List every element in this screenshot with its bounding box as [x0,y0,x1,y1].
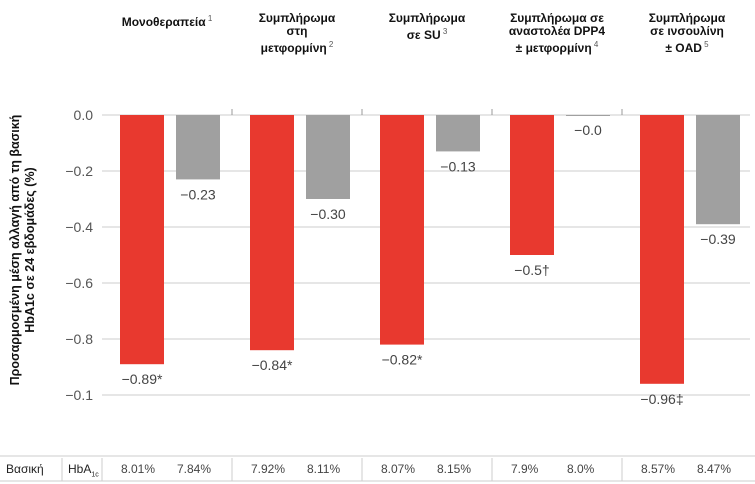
data-label: −0.84* [252,357,293,373]
baseline-metric-text: HbA [68,462,92,476]
group-header: Μονοθεραπεία 1 [104,12,230,29]
bar-red [380,115,424,345]
baseline-row: Βασική HbA1c 8.01% 7.84% 7.92% 8.11% 8.07% 8.… [0,458,755,482]
baseline-value: 8.0% [567,462,595,476]
baseline-metric-subscript: 1c [91,471,99,479]
baseline-value: 8.11% [307,462,341,476]
baseline-value: 8.07% [381,462,416,476]
data-label: −0.82* [382,352,423,368]
group-header: Συμπλήρωμα στη μετφορμίνη 2 [234,12,360,55]
bar-grey [306,115,350,199]
group-header-line: στη [286,24,308,38]
group-header-line: Μονοθεραπεία 1 [121,14,213,29]
data-label: −0.23 [180,186,216,202]
group-header-line: Συμπλήρωμα [648,11,726,25]
data-label: −0.13 [440,158,476,174]
baseline-value: 7.84% [177,462,212,476]
bar-red [250,115,294,351]
y-axis-title: Προσαρμοσμένη μέση αλλαγή από τη βασική … [8,90,38,410]
group-header-line: Συμπλήρωμα σε [510,11,604,25]
data-label: −0.39 [700,231,736,247]
data-label: −0.0 [574,122,602,138]
baseline-value: 7.92% [251,462,286,476]
data-label: −0.5† [514,262,549,278]
baseline-value: 7.9% [511,462,539,476]
group-header-footnote: 5 [701,40,709,49]
group-header-line: ± μετφορμίνη 4 [515,40,599,55]
baseline-metric: HbA1c [68,462,99,478]
group-header-footnote: 2 [326,40,334,49]
group-header-footnote: 3 [440,27,448,36]
group-header-footnote: 4 [591,40,599,49]
baseline-label: Βασική [6,462,44,476]
group-header-line: ± OAD 5 [665,40,709,55]
y-tick-label: −0.6 [65,275,93,291]
group-header-footnote: 1 [205,14,213,23]
group-header-line: αναστολέα DPP4 [508,24,606,38]
data-label: −0.30 [310,206,346,222]
y-tick-label: −0.4 [65,219,93,235]
y-tick-label: −0.1 [65,387,93,403]
baseline-value: 8.47% [697,462,732,476]
group-header: Συμπλήρωμα σε SU 3 [364,12,490,42]
baseline-value: 8.57% [641,462,676,476]
baseline-value: 8.01% [121,462,156,476]
y-axis-title-line-1: Προσαρμοσμένη μέση αλλαγή από τη βασική [8,114,22,386]
bar-grey [436,115,480,152]
group-header-line: Συμπλήρωμα [388,11,466,25]
y-tick-label: 0.0 [74,107,94,123]
y-axis-title-line-2: HbA1c σε 24 εβδομάδες (%) [23,167,37,333]
group-header-line: Συμπλήρωμα [258,11,336,25]
group-header: Συμπλήρωμα σε ινσουλίνη ± OAD 5 [624,12,750,55]
bar-grey [696,115,740,225]
y-tick-label: −0.2 [65,163,93,179]
baseline-value: 8.15% [437,462,472,476]
group-header-line: σε SU 3 [406,27,448,42]
group-header: Συμπλήρωμα σε αναστολέα DPP4 ± μετφορμίνη … [494,12,620,55]
bar-red [120,115,164,365]
group-header-line: σε ινσουλίνη [650,24,724,38]
data-label: −0.96‡ [640,391,683,407]
bar-red [510,115,554,255]
data-label: −0.89* [122,371,163,387]
y-tick-label: −0.8 [65,331,93,347]
bar-grey [566,115,610,116]
bar-red [640,115,684,384]
group-header-line: μετφορμίνη 2 [260,40,334,55]
bar-grey [176,115,220,180]
